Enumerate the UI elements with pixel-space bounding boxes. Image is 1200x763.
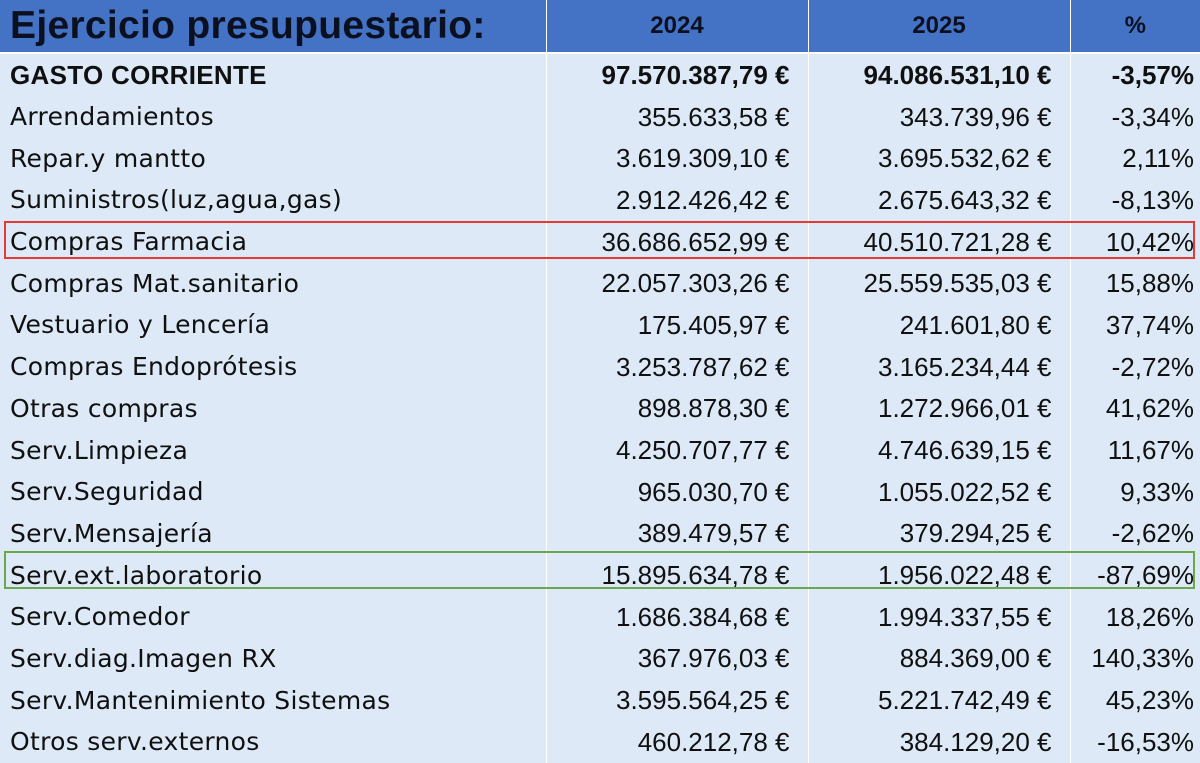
value-2024-cell: 367.976,03 €	[546, 637, 809, 680]
table-row: Serv.ext.laboratorio 15.895.634,78 €1.956…	[0, 554, 1200, 596]
table-body: GASTO CORRIENTE 97.570.387,79 €94.086.531…	[0, 53, 1200, 763]
value-2024-cell: 4.250.707,77 €	[546, 429, 809, 471]
row-label: Vestuario y Lencería	[0, 304, 547, 346]
percent-change-cell: 41,62%	[1105, 393, 1194, 424]
value-2025-cell: 4.746.639,15 €	[808, 429, 1071, 471]
row-label: Repar.y mantto	[0, 137, 547, 180]
row-label: Compras Mat.sanitario	[0, 262, 547, 305]
row-label: Serv.Limpieza	[0, 429, 547, 471]
percent-change-cell: -16,53%	[1097, 726, 1194, 757]
row-label: Serv.ext.laboratorio	[0, 554, 547, 596]
percent-change-cell: -3,57%	[1111, 59, 1194, 90]
value-2024-cell: 1.686.384,68 €	[546, 595, 809, 638]
table-row: Serv.diag.Imagen RX 367.976,03 €884.369,0…	[0, 637, 1200, 680]
percent-change-cell: 15,88%	[1105, 268, 1194, 299]
percent-change-cell: 45,23%	[1105, 685, 1194, 716]
value-2024-cell: 2.912.426,42 €	[546, 179, 809, 221]
table-row: Repar.y mantto 3.619.309,10 €3.695.532,62…	[0, 137, 1200, 180]
row-label: Suministros(luz,agua,gas)	[0, 179, 547, 221]
value-2025-cell: 241.601,80 €	[808, 304, 1071, 346]
percent-change-cell: 9,33%	[1120, 476, 1194, 507]
value-2025-cell: 343.739,96 €	[808, 95, 1071, 138]
value-2024-cell: 898.878,30 €	[546, 387, 809, 430]
value-2025-cell: 5.221.742,49 €	[808, 679, 1071, 721]
table-row: Serv.Comedor 1.686.384,68 €1.994.337,55 €…	[0, 595, 1200, 638]
value-2025-cell: 25.559.535,03 €	[808, 262, 1071, 305]
value-2024-cell: 175.405,97 €	[546, 304, 809, 346]
value-2024-cell: 355.633,58 €	[546, 95, 809, 138]
row-label: GASTO CORRIENTE	[0, 53, 547, 96]
table-row: Suministros(luz,agua,gas) 2.912.426,42 €2…	[0, 179, 1200, 221]
percent-change-cell: 37,74%	[1105, 309, 1194, 340]
value-2025-cell: 2.675.643,32 €	[808, 179, 1071, 221]
total-row: GASTO CORRIENTE 97.570.387,79 €94.086.531…	[0, 53, 1200, 96]
percent-change-cell: 2,11%	[1122, 143, 1194, 174]
value-2025-cell: 3.165.234,44 €	[808, 345, 1071, 388]
table-row: Serv.Limpieza 4.250.707,77 €4.746.639,15 …	[0, 429, 1200, 471]
percent-change-cell: 10,42%	[1105, 226, 1194, 257]
value-2025-cell: 1.272.966,01 €	[808, 387, 1071, 430]
table-row: Otras compras 898.878,30 €1.272.966,01 € 4…	[0, 387, 1200, 430]
value-2025-cell: 384.129,20 €	[808, 721, 1071, 763]
value-2025-cell: 884.369,00 €	[808, 637, 1071, 680]
table-title: Ejercicio presupuestario:	[0, 0, 547, 54]
value-2025-cell: 379.294,25 €	[808, 512, 1071, 555]
value-2024-cell: 3.253.787,62 €	[546, 345, 809, 388]
table-row: Arrendamientos 355.633,58 €343.739,96 € -3…	[0, 95, 1200, 138]
table-row: Serv.Mantenimiento Sistemas 3.595.564,25 …	[0, 679, 1200, 721]
percent-change-cell: -2,62%	[1111, 518, 1194, 549]
table-row: Compras Farmacia 36.686.652,99 €40.510.72…	[0, 220, 1200, 263]
percent-change-cell: -2,72%	[1111, 351, 1194, 382]
row-label: Arrendamientos	[0, 95, 547, 138]
value-2024-cell: 389.479,57 €	[546, 512, 809, 555]
row-label: Compras Endoprótesis	[0, 345, 547, 388]
percent-change-cell: -3,34%	[1111, 101, 1194, 132]
table-row: Otros serv.externos 460.212,78 €384.129,2…	[0, 721, 1200, 763]
value-2024-cell: 3.595.564,25 €	[546, 679, 809, 721]
percent-change-cell: -8,13%	[1111, 184, 1194, 215]
value-2024-cell: 15.895.634,78 €	[546, 554, 809, 596]
row-label: Serv.Mantenimiento Sistemas	[0, 679, 547, 721]
value-2024-cell: 36.686.652,99 €	[546, 220, 809, 263]
value-2025-cell: 1.956.022,48 €	[808, 554, 1071, 596]
value-2025-cell: 1.994.337,55 €	[808, 595, 1071, 638]
table-header: Ejercicio presupuestario: 2024 2025 %	[0, 0, 1200, 54]
value-2025-cell: 3.695.532,62 €	[808, 137, 1071, 180]
row-label: Serv.diag.Imagen RX	[0, 637, 547, 680]
row-label: Otros serv.externos	[0, 721, 547, 763]
column-header-percent: %	[1070, 0, 1200, 54]
value-2024-cell: 460.212,78 €	[546, 721, 809, 763]
percent-change-cell: -87,69%	[1097, 560, 1194, 591]
percent-change-cell: 11,67%	[1107, 435, 1194, 466]
table-row: Serv.Mensajería 389.479,57 €379.294,25 € -…	[0, 512, 1200, 555]
percent-change-cell: 18,26%	[1105, 601, 1194, 632]
row-label: Serv.Comedor	[0, 595, 547, 638]
row-label: Serv.Mensajería	[0, 512, 547, 555]
value-2025-cell: 1.055.022,52 €	[808, 470, 1071, 513]
row-label: Compras Farmacia	[0, 220, 547, 263]
value-2024-cell: 22.057.303,26 €	[546, 262, 809, 305]
value-2024-cell: 97.570.387,79 €	[546, 53, 809, 96]
value-2024-cell: 965.030,70 €	[546, 470, 809, 513]
value-2025-cell: 94.086.531,10 €	[808, 53, 1071, 96]
table-row: Compras Endoprótesis 3.253.787,62 €3.165.…	[0, 345, 1200, 388]
column-header-2024: 2024	[546, 0, 809, 54]
table-row: Vestuario y Lencería 175.405,97 €241.601,…	[0, 304, 1200, 346]
row-label: Serv.Seguridad	[0, 470, 547, 513]
value-2024-cell: 3.619.309,10 €	[546, 137, 809, 180]
table-row: Serv.Seguridad 965.030,70 €1.055.022,52 €…	[0, 470, 1200, 513]
percent-change-cell: 140,33%	[1091, 643, 1194, 674]
value-2025-cell: 40.510.721,28 €	[808, 220, 1071, 263]
column-header-2025: 2025	[808, 0, 1071, 54]
row-label: Otras compras	[0, 387, 547, 430]
header-row: Ejercicio presupuestario: 2024 2025 %	[0, 0, 1200, 54]
table-row: Compras Mat.sanitario 22.057.303,26 €25.5…	[0, 262, 1200, 305]
